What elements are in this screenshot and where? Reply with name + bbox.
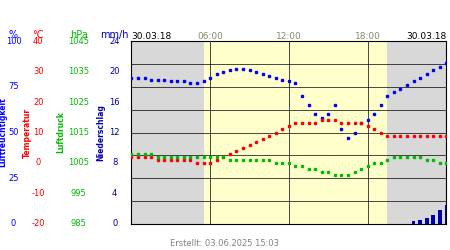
Text: -20: -20 <box>32 219 45 228</box>
Text: 1015: 1015 <box>68 128 89 137</box>
Text: 985: 985 <box>71 219 87 228</box>
Text: -10: -10 <box>32 189 45 198</box>
Text: 0: 0 <box>36 158 41 168</box>
Text: Erstellt: 03.06.2025 15:03: Erstellt: 03.06.2025 15:03 <box>171 238 279 248</box>
Bar <box>203 41 387 224</box>
Bar <box>425 218 428 224</box>
Text: 16: 16 <box>109 98 120 106</box>
Bar <box>418 220 422 224</box>
Text: hPa: hPa <box>70 30 88 40</box>
Text: 1005: 1005 <box>68 158 89 168</box>
Text: Temperatur: Temperatur <box>22 108 32 158</box>
Text: 100: 100 <box>5 37 22 46</box>
Text: 8: 8 <box>112 158 117 168</box>
Text: 20: 20 <box>33 98 44 106</box>
Bar <box>432 214 435 224</box>
Text: 1025: 1025 <box>68 98 89 106</box>
Text: 12:00: 12:00 <box>276 32 302 41</box>
Text: 40: 40 <box>33 37 44 46</box>
Text: 0: 0 <box>11 219 16 228</box>
Bar <box>412 222 415 224</box>
Text: Luftfeuchtigkeit: Luftfeuchtigkeit <box>0 98 8 168</box>
Text: mm/h: mm/h <box>100 30 129 40</box>
Text: 10: 10 <box>33 128 44 137</box>
Text: 1035: 1035 <box>68 67 89 76</box>
Text: 18:00: 18:00 <box>355 32 381 41</box>
Text: Niederschlag: Niederschlag <box>97 104 106 161</box>
Text: 4: 4 <box>112 189 117 198</box>
Text: 06:00: 06:00 <box>197 32 223 41</box>
Text: 30: 30 <box>33 67 44 76</box>
Text: 12: 12 <box>109 128 120 137</box>
Text: 24: 24 <box>109 37 120 46</box>
Text: °C: °C <box>32 30 44 40</box>
Text: %: % <box>9 30 18 40</box>
Text: 1045: 1045 <box>68 37 89 46</box>
Text: Luftdruck: Luftdruck <box>56 112 65 154</box>
Text: 75: 75 <box>8 82 19 91</box>
Text: 30.03.18: 30.03.18 <box>131 32 171 41</box>
Text: 995: 995 <box>71 189 86 198</box>
Text: 0: 0 <box>112 219 117 228</box>
Text: 50: 50 <box>8 128 19 137</box>
Text: 25: 25 <box>8 174 19 182</box>
Text: 30.03.18: 30.03.18 <box>406 32 446 41</box>
Bar <box>438 210 442 224</box>
Bar <box>445 205 448 224</box>
Text: 20: 20 <box>109 67 120 76</box>
